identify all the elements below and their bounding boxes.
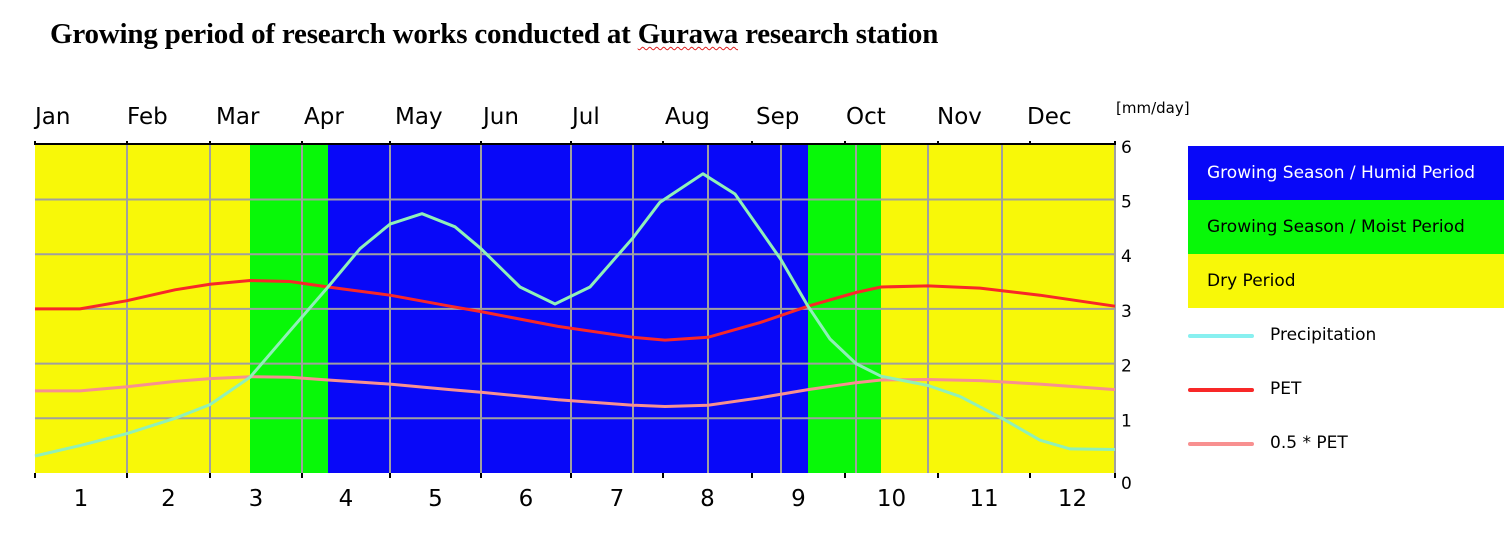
month-label: Aug — [665, 104, 710, 130]
month-number-label: 9 — [791, 486, 806, 512]
month-number-label: 7 — [610, 486, 625, 512]
title-station-name: Gurawa — [637, 18, 739, 50]
y-tick-label: 5 — [1121, 193, 1132, 213]
month-label: Jun — [481, 104, 519, 130]
legend-moist-period: Growing Season / Moist Period — [1188, 200, 1504, 254]
legend-pet-swatch — [1188, 388, 1254, 392]
chart-title: Growing period of research works conduct… — [50, 18, 938, 51]
legend-half-pet-label: 0.5 * PET — [1270, 433, 1348, 453]
month-label: Jan — [33, 104, 70, 130]
pet-line — [35, 278, 1116, 342]
month-label: Apr — [304, 104, 344, 130]
month-number-label: 1 — [74, 486, 89, 512]
month-number-label: 3 — [249, 486, 264, 512]
y-axis-unit-label: [mm/day] — [1116, 99, 1190, 117]
legend-humid-period: Growing Season / Humid Period — [1188, 146, 1504, 200]
month-number-label: 4 — [339, 486, 354, 512]
legend-pet-label: PET — [1270, 379, 1302, 399]
month-label: Oct — [846, 104, 886, 130]
month-number-label: 10 — [877, 486, 906, 512]
legend-precipitation-swatch — [1188, 334, 1254, 338]
month-number-label: 2 — [161, 486, 176, 512]
y-tick-label: 2 — [1121, 357, 1132, 377]
legend-half-pet-swatch — [1188, 442, 1254, 446]
legend-humid-label: Growing Season / Humid Period — [1207, 163, 1476, 183]
month-number-label: 5 — [428, 486, 443, 512]
y-tick-label: 0 — [1121, 474, 1132, 494]
y-tick-label: 6 — [1121, 138, 1132, 158]
legend-moist-label: Growing Season / Moist Period — [1207, 217, 1465, 237]
legend-precipitation-label: Precipitation — [1270, 325, 1377, 345]
data-lines — [34, 172, 1116, 458]
legend-dry-period: Dry Period — [1188, 254, 1504, 308]
month-label: May — [395, 104, 443, 130]
month-number-label: 11 — [969, 486, 998, 512]
grid-lines — [35, 145, 1116, 473]
y-tick-label: 1 — [1121, 411, 1132, 431]
month-label: Feb — [127, 104, 168, 130]
month-label: Mar — [216, 104, 260, 130]
month-number-label: 12 — [1058, 486, 1087, 512]
month-label: Dec — [1027, 104, 1072, 130]
month-number-label: 8 — [700, 486, 715, 512]
title-suffix: research station — [738, 18, 939, 50]
precipitation-line — [34, 172, 1116, 458]
y-tick-label: 4 — [1121, 247, 1132, 267]
legend-dry-label: Dry Period — [1207, 271, 1296, 291]
y-tick-label: 3 — [1121, 302, 1132, 322]
month-number-label: 6 — [519, 486, 534, 512]
month-label: Sep — [756, 104, 799, 130]
month-label: Jul — [570, 104, 600, 130]
title-prefix: Growing period of research works conduct… — [50, 18, 638, 50]
month-label: Nov — [937, 104, 982, 130]
